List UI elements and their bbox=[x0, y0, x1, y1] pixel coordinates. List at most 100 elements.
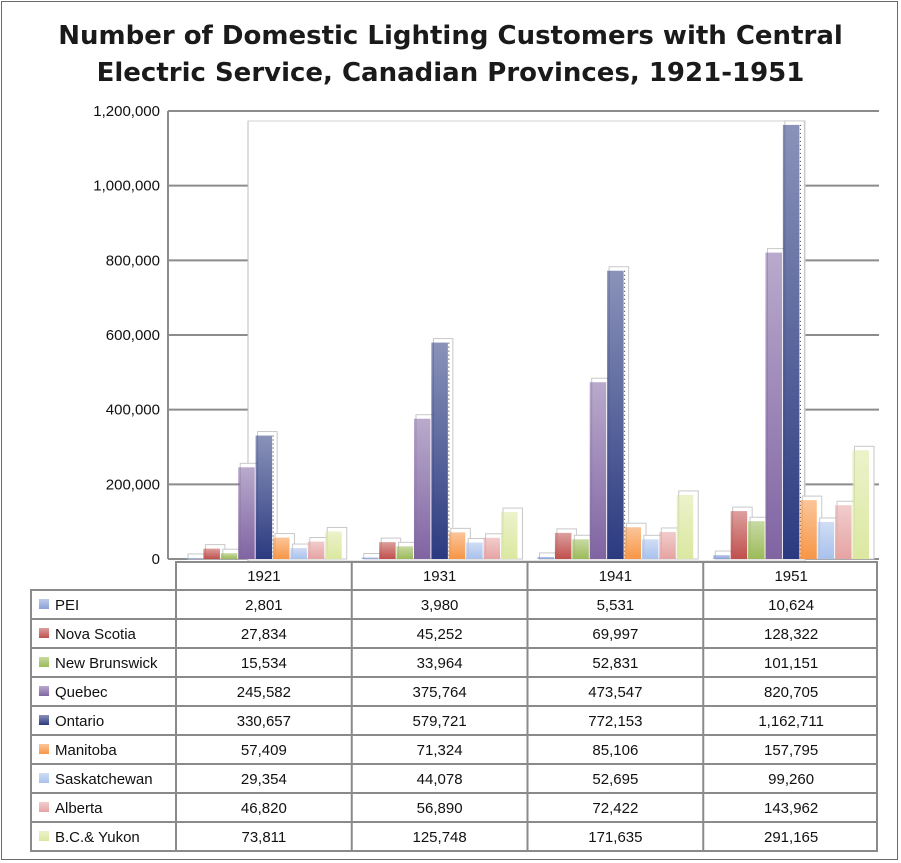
bar-b-c-yukon-1921 bbox=[325, 531, 342, 559]
bar-ontario-1951 bbox=[782, 124, 800, 559]
legend-swatch-ontario bbox=[39, 715, 49, 725]
bar-manitoba-1921 bbox=[273, 537, 290, 559]
bar-b-c-yukon-1941 bbox=[676, 494, 694, 559]
bar-manitoba-1931 bbox=[448, 532, 466, 559]
table-cell: 579,721 bbox=[413, 713, 467, 730]
legend-label-manitoba: Manitoba bbox=[55, 742, 117, 759]
table-cell: 46,820 bbox=[241, 800, 287, 817]
table-cell: 72,422 bbox=[592, 800, 638, 817]
bar-manitoba-1941 bbox=[624, 527, 642, 559]
legend-swatch-alberta bbox=[39, 802, 49, 812]
table-cell: 143,962 bbox=[764, 800, 818, 817]
table-cell: 57,409 bbox=[241, 742, 287, 759]
bar-pei-1931 bbox=[361, 557, 379, 559]
table-cell: 44,078 bbox=[417, 771, 463, 788]
table-cell: 69,997 bbox=[592, 626, 638, 643]
bar-new-brunswick-1921 bbox=[220, 553, 238, 559]
bar-alberta-1951 bbox=[835, 505, 852, 559]
bar-quebec-1941 bbox=[589, 382, 607, 559]
legend-label-b-c-yukon: B.C.& Yukon bbox=[55, 829, 140, 846]
bar-b-c-yukon-1951 bbox=[852, 450, 869, 559]
legend-label-ontario: Ontario bbox=[55, 713, 104, 730]
bar-saskatchewan-1931 bbox=[466, 542, 483, 559]
chart-title-line-2: Electric Service, Canadian Provinces, 19… bbox=[96, 58, 805, 88]
table-cell: 15,534 bbox=[241, 655, 287, 672]
table-cell: 27,834 bbox=[241, 626, 287, 643]
legend-label-pei: PEI bbox=[55, 597, 79, 614]
bar-alberta-1931 bbox=[483, 537, 501, 559]
chart-title-line-1: Number of Domestic Lighting Customers wi… bbox=[58, 21, 843, 51]
bar-ontario-1941 bbox=[607, 270, 624, 559]
bar-nova-scotia-1941 bbox=[554, 532, 572, 559]
bar-ontario-1921 bbox=[255, 435, 273, 559]
table-cell: 245,582 bbox=[237, 684, 291, 701]
table-cell: 772,153 bbox=[588, 713, 642, 730]
legend-swatch-saskatchewan bbox=[39, 773, 49, 783]
plot-back-panel bbox=[247, 120, 806, 562]
bar-pei-1941 bbox=[537, 556, 555, 559]
legend-label-nova-scotia: Nova Scotia bbox=[55, 626, 137, 643]
table-cell: 1,162,711 bbox=[758, 713, 824, 730]
table-cell: 56,890 bbox=[417, 800, 463, 817]
data-table: 1921 1931 1941 1951 PEI 2,801 3,980 5,531 10,624… bbox=[30, 561, 878, 852]
table-header-1921: 1921 bbox=[247, 568, 280, 585]
table-cell: 5,531 bbox=[597, 597, 635, 614]
table-cell: 3,980 bbox=[421, 597, 459, 614]
table-cell: 73,811 bbox=[241, 829, 286, 846]
bar-saskatchewan-1921 bbox=[290, 548, 307, 559]
legend-swatch-manitoba bbox=[39, 744, 49, 754]
table-cell: 2,801 bbox=[245, 597, 283, 614]
table-cell: 125,748 bbox=[413, 829, 467, 846]
legend-label-saskatchewan: Saskatchewan bbox=[55, 771, 153, 788]
table-cell: 71,324 bbox=[417, 742, 463, 759]
y-tick-label: 200,000 bbox=[106, 476, 160, 493]
bar-saskatchewan-1951 bbox=[817, 521, 835, 559]
chart-title: Number of Domestic Lighting Customers wi… bbox=[0, 18, 901, 92]
bar-alberta-1921 bbox=[307, 541, 325, 559]
bar-quebec-1951 bbox=[765, 252, 782, 560]
y-tick-label: 0 bbox=[152, 551, 160, 568]
legend-swatch-new-brunswick bbox=[39, 657, 49, 667]
table-cell: 375,764 bbox=[413, 684, 467, 701]
bar-alberta-1941 bbox=[659, 531, 676, 559]
table-cell: 128,322 bbox=[764, 626, 818, 643]
table-cell: 820,705 bbox=[764, 684, 818, 701]
table-cell: 10,624 bbox=[768, 597, 814, 614]
y-axis: 0 200,000 400,000 600,000 800,000 1,000,000 1,… bbox=[93, 103, 169, 568]
table-header-1931: 1931 bbox=[423, 568, 456, 585]
y-tick-label: 600,000 bbox=[106, 327, 160, 344]
bar-ontario-1931 bbox=[431, 342, 448, 559]
table-cell: 291,165 bbox=[764, 829, 818, 846]
bar-saskatchewan-1941 bbox=[641, 539, 659, 559]
table-cell: 101,151 bbox=[764, 655, 818, 672]
bar-manitoba-1951 bbox=[800, 500, 817, 559]
table-cell: 99,260 bbox=[768, 771, 814, 788]
bar-nova-scotia-1951 bbox=[730, 511, 748, 559]
bar-new-brunswick-1951 bbox=[748, 521, 765, 559]
bar-nova-scotia-1921 bbox=[203, 548, 220, 559]
y-tick-label: 1,000,000 bbox=[93, 178, 160, 195]
y-tick-label: 400,000 bbox=[106, 402, 160, 419]
bars bbox=[186, 120, 875, 560]
table-header-1941: 1941 bbox=[599, 568, 632, 585]
bar-nova-scotia-1931 bbox=[379, 542, 396, 559]
table-cell: 52,831 bbox=[592, 655, 638, 672]
table-cell: 473,547 bbox=[588, 684, 642, 701]
bar-new-brunswick-1931 bbox=[396, 546, 414, 559]
legend-label-alberta: Alberta bbox=[55, 800, 103, 817]
y-tick-label: 800,000 bbox=[106, 252, 160, 269]
bar-pei-1951 bbox=[713, 555, 730, 559]
table-cell: 45,252 bbox=[417, 626, 463, 643]
legend-label-quebec: Quebec bbox=[55, 684, 108, 701]
table-cell: 33,964 bbox=[417, 655, 463, 672]
legend-swatch-b-c-yukon bbox=[39, 831, 49, 841]
bar-quebec-1931 bbox=[413, 418, 431, 559]
back-panel bbox=[247, 120, 806, 562]
table-cell: 157,795 bbox=[764, 742, 818, 759]
legend-label-new-brunswick: New Brunswick bbox=[55, 655, 158, 672]
y-tick-label: 1,200,000 bbox=[93, 103, 160, 120]
legend-swatch-pei bbox=[39, 599, 49, 609]
table-cell: 29,354 bbox=[241, 771, 287, 788]
table-cell: 85,106 bbox=[592, 742, 638, 759]
